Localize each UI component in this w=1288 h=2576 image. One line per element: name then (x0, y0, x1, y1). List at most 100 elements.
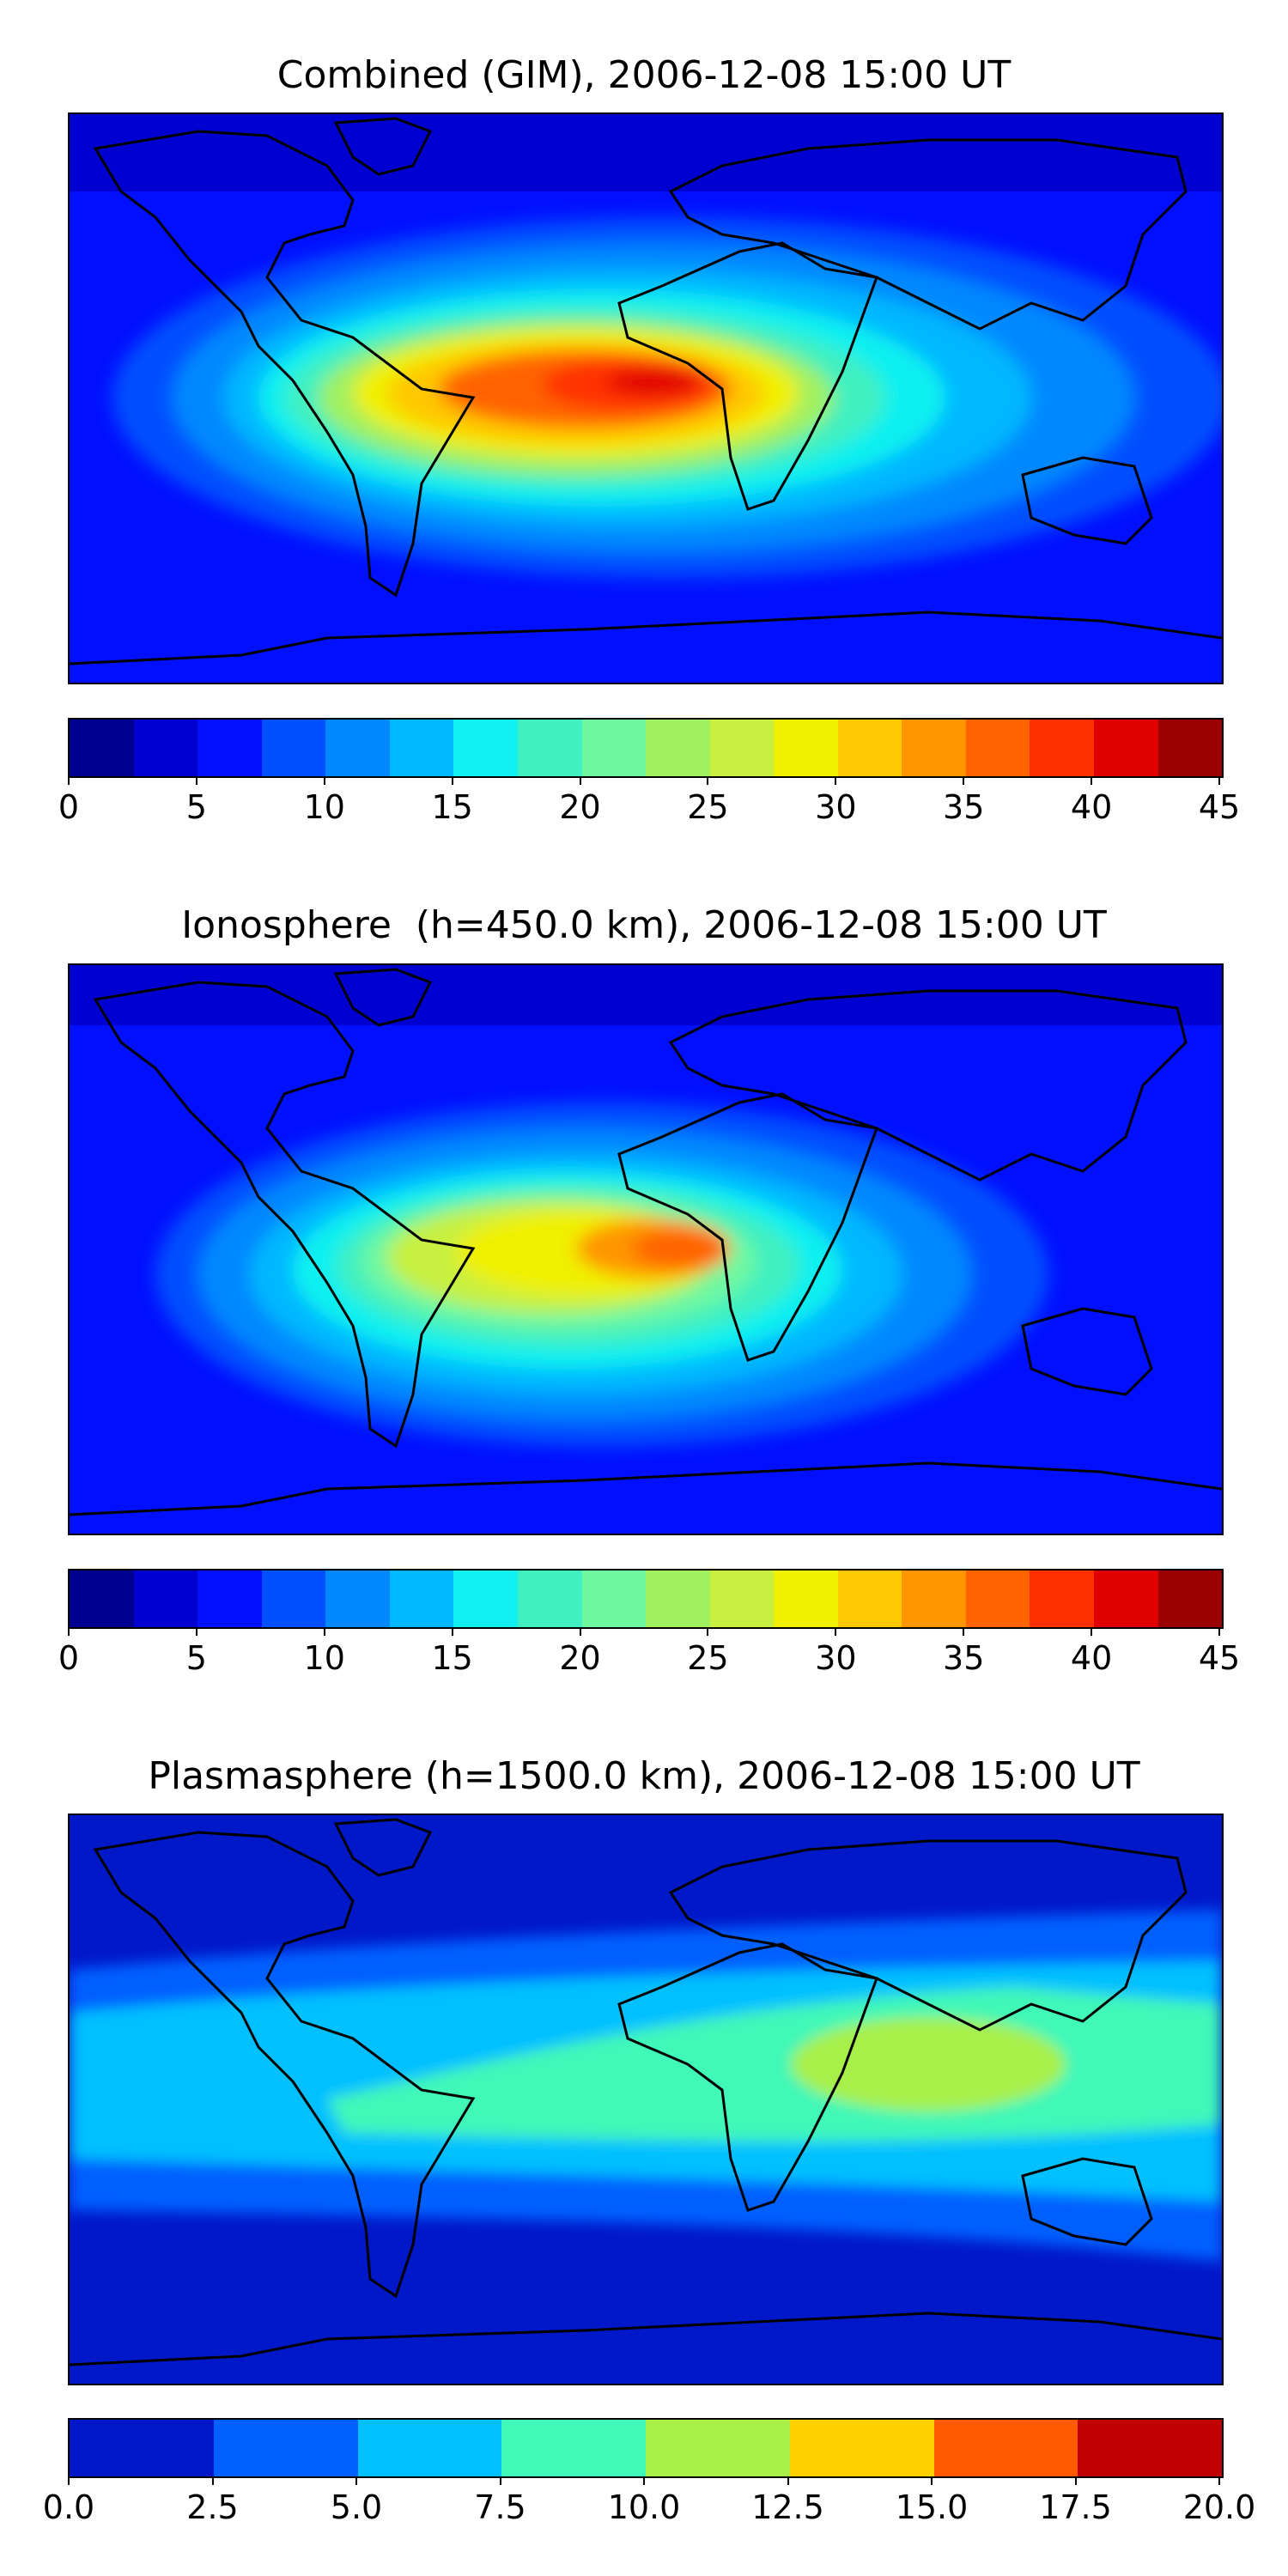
colorbar-tick-mark (68, 1627, 70, 1636)
colorbar-segment (325, 720, 390, 776)
colorbar-tick-mark (211, 2476, 214, 2485)
colorbar-segment (197, 720, 262, 776)
colorbar-segment (325, 1571, 390, 1627)
tec-map-combined-svg (70, 114, 1222, 683)
colorbar-tick-label: 40 (1070, 1639, 1113, 1677)
colorbar-tick-mark (707, 776, 709, 785)
tec-map-plasmasphere-svg (70, 1815, 1222, 2384)
colorbar-tick-mark (579, 1627, 581, 1636)
colorbar-segment (133, 720, 198, 776)
map-combined (68, 112, 1224, 684)
colorbar-tick-mark (579, 776, 581, 785)
colorbar-tick-mark (707, 1627, 709, 1636)
colorbar-segment (453, 720, 518, 776)
colorbar-tick-label: 10 (303, 788, 345, 826)
map-plasmasphere (68, 1814, 1224, 2385)
colorbar-tick-mark (787, 2476, 789, 2485)
colorbar-segment (1078, 2420, 1222, 2476)
colorbar-tick-mark (68, 776, 70, 785)
colorbar-segment (774, 720, 838, 776)
colorbar-tick-mark (195, 776, 197, 785)
colorbar-tick-label: 5 (185, 1639, 207, 1677)
colorbar-segment (453, 1571, 518, 1627)
colorbar-tick-label: 0 (58, 788, 80, 826)
colorbar-tick-mark (1218, 2476, 1220, 2485)
colorbar-segment (902, 1571, 966, 1627)
colorbar-tick-mark (68, 2476, 70, 2485)
colorbar-tick-label: 20 (559, 1639, 601, 1677)
colorbar-tick-mark (931, 2476, 933, 2485)
chart-title-plasmasphere: Plasmasphere (h=1500.0 km), 2006-12-08 1… (148, 1754, 1140, 1798)
colorbar-segment (1030, 1571, 1094, 1627)
colorbar-segment (774, 1571, 838, 1627)
colorbar-segment (709, 1571, 775, 1627)
colorbar-tick-label: 15.0 (895, 2488, 969, 2526)
colorbar-ticks-ionosphere: 0 5 10 15 20 25 30 35 40 45 (58, 1627, 1240, 1679)
colorbar-tick-label: 10 (303, 1639, 345, 1677)
colorbar-segment (581, 1571, 647, 1627)
tec-map-ionosphere-svg (70, 965, 1222, 1534)
colorbar-tick-mark (1091, 776, 1093, 785)
colorbar-segment (581, 720, 647, 776)
colorbar-tick-label: 17.5 (1039, 2488, 1112, 2526)
colorbar-tick-label: 40 (1070, 788, 1113, 826)
colorbar-segment (133, 1571, 198, 1627)
colorbar-tick-mark (835, 1627, 837, 1636)
colorbar-segment (261, 720, 326, 776)
colorbar-tick-mark (963, 776, 965, 785)
colorbar-tick-label: 12.5 (751, 2488, 824, 2526)
colorbar-tick-label: 30 (815, 788, 857, 826)
colorbar-segment (357, 2420, 502, 2476)
colorbar-segment (70, 1571, 134, 1627)
colorbar-segment (837, 1571, 902, 1627)
colorbar-tick-label: 35 (943, 1639, 985, 1677)
colorbar-tick-mark (451, 1627, 453, 1636)
colorbar-segment (517, 1571, 582, 1627)
colorbar-segment (70, 720, 134, 776)
colorbar-tick-label: 15 (431, 1639, 473, 1677)
colorbar-ticks-combined: 0 5 10 15 20 25 30 35 40 45 (58, 776, 1240, 828)
colorbar-segment (1094, 1571, 1158, 1627)
chart-title-combined: Combined (GIM), 2006-12-08 15:00 UT (276, 53, 1012, 97)
colorbar-tick-mark (1091, 1627, 1093, 1636)
colorbar-tick-label: 25 (687, 788, 729, 826)
colorbar-tick-label: 5 (185, 788, 207, 826)
colorbar-tick-label: 25 (687, 1639, 729, 1677)
colorbar-segment (501, 2420, 646, 2476)
colorbar-segment (1157, 720, 1223, 776)
colorbar-segment (389, 720, 454, 776)
colorbar-segment (646, 1571, 710, 1627)
colorbar-segment (933, 2420, 1078, 2476)
colorbar-tick-mark (1218, 1627, 1220, 1636)
colorbar-tick-label: 10.0 (607, 2488, 681, 2526)
colorbar-segment (646, 720, 710, 776)
colorbar-segment (965, 720, 1030, 776)
colorbar-tick-label: 5.0 (330, 2488, 383, 2526)
colorbar-tick-mark (643, 2476, 645, 2485)
colorbar-tick-mark (1218, 776, 1220, 785)
colorbar-tick-label: 30 (815, 1639, 857, 1677)
colorbar-tick-mark (323, 1627, 325, 1636)
colorbar-segment (646, 2420, 790, 2476)
colorbar-segment (70, 2420, 214, 2476)
map-ionosphere (68, 963, 1224, 1535)
colorbar-tick-mark (451, 776, 453, 785)
chart-title-ionosphere: Ionosphere (h=450.0 km), 2006-12-08 15:0… (181, 903, 1107, 947)
colorbar-segment (709, 720, 775, 776)
colorbar-tick-label: 0 (58, 1639, 80, 1677)
colorbar-segment (837, 720, 902, 776)
colorbar-tick-mark (355, 2476, 357, 2485)
colorbar-tick-label: 20.0 (1182, 2488, 1256, 2526)
colorbar-tick-mark (195, 1627, 197, 1636)
colorbar-tick-label: 7.5 (474, 2488, 526, 2526)
colorbar-ionosphere (68, 1569, 1224, 1629)
colorbar-combined (68, 718, 1224, 778)
colorbar-segment (213, 2420, 358, 2476)
colorbar-tick-label: 2.5 (186, 2488, 239, 2526)
colorbar-segment (517, 720, 582, 776)
colorbar-tick-label: 45 (1198, 788, 1241, 826)
colorbar-segment (389, 1571, 454, 1627)
colorbar-tick-label: 0.0 (42, 2488, 95, 2526)
colorbar-segment (965, 1571, 1030, 1627)
colorbar-tick-label: 20 (559, 788, 601, 826)
